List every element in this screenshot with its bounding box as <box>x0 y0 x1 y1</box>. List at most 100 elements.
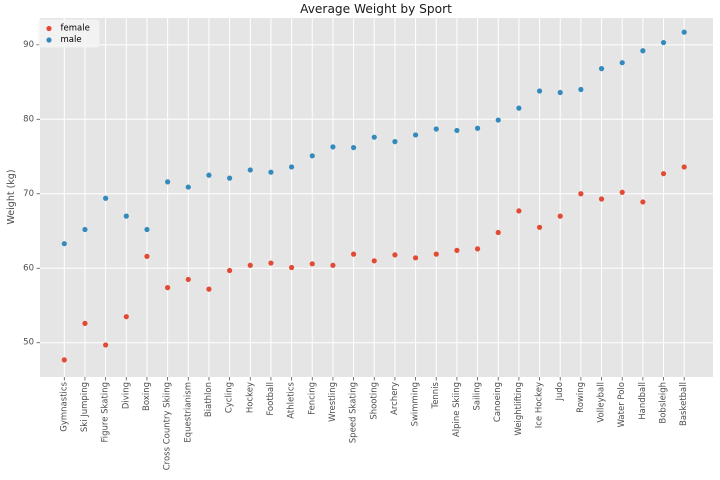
point-female-rowing <box>578 191 584 197</box>
x-tick-labels: Gymnastics Ski Jumping Figure Skating Divin… <box>59 381 689 470</box>
point-female-speed-skating <box>350 251 357 257</box>
point-female-cross-country-skiing <box>165 285 171 291</box>
legend-marker-female <box>46 25 52 32</box>
point-female-ski-jumping <box>82 320 88 326</box>
point-male-judo <box>557 89 563 96</box>
point-female-tennis <box>433 251 439 257</box>
x-tick-label-cross-country-skiing: Cross Country Skiing <box>163 382 173 470</box>
point-male-volleyball <box>598 66 605 72</box>
x-tick-label-weightlifting: Weightlifting <box>514 382 524 436</box>
point-male-ski-jumping <box>82 226 88 233</box>
point-female-handball <box>640 199 646 205</box>
point-female-ice-hockey <box>536 224 543 230</box>
x-tick-label-ski-jumping: Ski Jumping <box>80 382 90 432</box>
point-female-athletics <box>288 264 295 271</box>
point-female-hockey <box>247 262 253 268</box>
point-female-fencing <box>309 261 315 267</box>
point-male-rowing <box>578 86 584 93</box>
point-male-cycling <box>227 175 233 181</box>
x-tick-label-fencing: Fencing <box>307 382 317 415</box>
point-male-alpine-skiing <box>454 127 460 134</box>
point-female-biathlon <box>206 286 212 292</box>
x-tick-label-alpine-skiing: Alpine Skiing <box>452 382 462 437</box>
point-female-figure-skating <box>103 342 109 348</box>
point-female-water-polo <box>619 189 625 195</box>
point-male-biathlon <box>206 172 212 178</box>
x-tick-label-ice-hockey: Ice Hockey <box>535 382 545 428</box>
x-tick-label-handball: Handball <box>638 382 648 420</box>
point-male-boxing <box>144 226 150 233</box>
x-tick-label-canoeing: Canoeing <box>493 382 503 422</box>
point-male-weightlifting <box>516 105 522 111</box>
x-tick-label-gymnastics: Gymnastics <box>59 381 69 431</box>
point-male-fencing <box>309 153 315 159</box>
point-male-diving <box>123 213 129 219</box>
y-axis-label: Weight (kg) <box>6 169 17 224</box>
x-tick-label-figure-skating: Figure Skating <box>101 382 111 443</box>
point-female-gymnastics <box>61 357 67 363</box>
y-tick-label-90: 90 <box>23 40 34 50</box>
point-female-football <box>268 260 274 266</box>
x-tick-label-hockey: Hockey <box>245 382 255 413</box>
point-male-hockey <box>247 167 253 173</box>
point-male-figure-skating <box>103 195 109 201</box>
point-female-cycling <box>227 267 233 274</box>
point-male-shooting <box>371 134 377 140</box>
point-male-tennis <box>433 126 439 132</box>
point-female-basketball <box>681 164 687 170</box>
point-male-athletics <box>288 164 295 170</box>
y-tick-label-70: 70 <box>23 189 34 199</box>
x-tick-label-boxing: Boxing <box>142 382 152 411</box>
point-female-diving <box>123 314 129 320</box>
y-tick-label-60: 60 <box>23 263 34 273</box>
point-male-basketball <box>681 29 687 35</box>
x-tick-label-basketball: Basketball <box>679 382 689 426</box>
point-female-weightlifting <box>516 208 522 214</box>
y-tick-labels: 50 60 70 80 90 <box>23 40 34 348</box>
x-tick-label-biathlon: Biathlon <box>204 382 214 417</box>
point-male-water-polo <box>619 60 625 66</box>
y-tick-label-50: 50 <box>23 338 34 348</box>
x-tick-label-archery: Archery <box>390 382 400 415</box>
x-tick-label-speed-skating: Speed Skating <box>349 382 359 443</box>
point-male-cross-country-skiing <box>165 179 171 185</box>
y-tick-label-80: 80 <box>23 114 34 124</box>
x-tick-label-cycling: Cycling <box>225 382 235 413</box>
chart-title: Average Weight by Sport <box>300 2 452 16</box>
point-male-bobsleigh <box>660 39 667 46</box>
x-tick-label-equestrianism: Equestrianism <box>183 382 193 443</box>
x-tick-label-sailing: Sailing <box>473 382 483 410</box>
point-male-swimming <box>412 132 419 138</box>
point-female-equestrianism <box>185 276 191 283</box>
point-female-volleyball <box>598 196 605 202</box>
point-male-handball <box>640 48 646 54</box>
point-female-wrestling <box>330 262 336 268</box>
point-male-sailing <box>474 125 481 131</box>
point-female-sailing <box>474 246 481 252</box>
point-male-speed-skating <box>350 144 357 151</box>
gridlines <box>40 18 713 377</box>
x-tick-label-tennis: Tennis <box>431 381 441 409</box>
point-female-archery <box>392 252 398 258</box>
x-tick-label-shooting: Shooting <box>369 382 379 420</box>
axis-ticks <box>36 44 685 381</box>
data-points <box>61 29 687 363</box>
x-tick-label-judo: Judo <box>555 382 565 402</box>
point-male-equestrianism <box>185 184 191 190</box>
point-female-alpine-skiing <box>454 247 460 253</box>
point-female-shooting <box>371 258 377 264</box>
legend-label-male: male <box>61 35 82 45</box>
legend-box <box>38 19 100 48</box>
legend: female male <box>38 19 100 48</box>
point-female-swimming <box>412 255 419 261</box>
plot-area <box>40 18 713 377</box>
point-male-canoeing <box>495 117 501 123</box>
x-tick-label-swimming: Swimming <box>411 382 421 426</box>
point-male-gymnastics <box>61 241 67 247</box>
x-tick-label-football: Football <box>266 382 276 416</box>
point-male-wrestling <box>330 144 336 150</box>
point-male-archery <box>392 139 398 145</box>
x-tick-label-rowing: Rowing <box>576 382 586 413</box>
